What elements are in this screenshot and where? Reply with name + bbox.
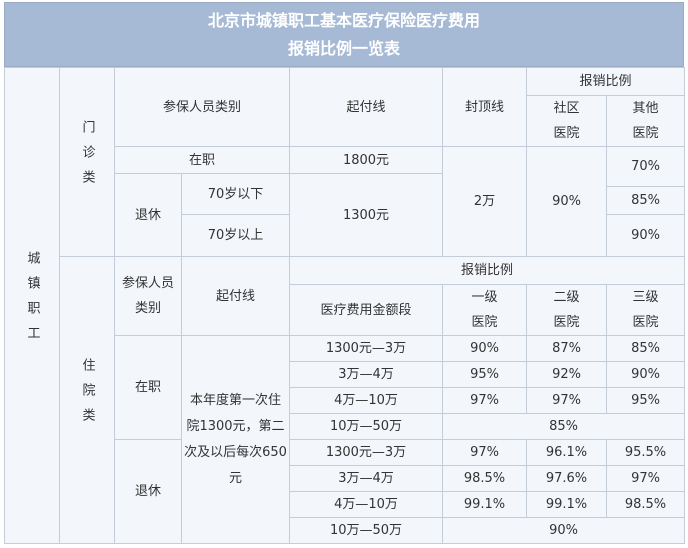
- value-cell: 95%: [442, 361, 528, 388]
- table-row: 4万—10万 97% 97% 95%: [5, 387, 686, 414]
- value-cell: 97%: [442, 387, 528, 414]
- title-line: 报销比例一览表: [287, 38, 400, 58]
- band-cell: 10万—50万: [289, 517, 444, 544]
- band-cell: 4万—10万: [289, 387, 444, 414]
- section-label: 门诊类: [79, 120, 95, 195]
- value-cell: 1300元: [289, 173, 444, 257]
- title-banner: 北京市城镇职工基本医疗保险医疗费用 报销比例一览表: [4, 2, 684, 67]
- table-row: 10万—50万 85%: [5, 413, 686, 440]
- band-cell: 3万—4万: [289, 361, 444, 388]
- section-cell: 门诊类: [59, 67, 115, 257]
- value-cell: 99.1%: [442, 491, 528, 518]
- table-row: 3万—4万 98.5% 97.6% 97%: [5, 465, 686, 492]
- header-cell: 一级医院: [442, 284, 528, 336]
- table-row: 退休 1300元—3万 97% 96.1% 95.5%: [5, 439, 686, 544]
- value-cell: 2万: [442, 146, 528, 257]
- value-cell: 85%: [606, 335, 686, 362]
- value-cell: 92%: [526, 361, 608, 388]
- value-cell: 97%: [606, 465, 686, 492]
- band-cell: 1300元—3万: [289, 439, 444, 466]
- reimbursement-table: 城镇职工 门诊类 参保人员类别 起付线 封顶线 报销比例 社区医院 其他医院 在…: [4, 67, 686, 544]
- table-row: 3万—4万 95% 92% 90%: [5, 361, 686, 388]
- section-label: 住院类: [79, 358, 95, 433]
- value-cell: 99.1%: [526, 491, 608, 518]
- value-cell: 87%: [526, 335, 608, 362]
- header-text: 参保人员类别: [121, 276, 174, 316]
- header-text: 三级医院: [632, 290, 659, 330]
- page: 北京市城镇职工基本医疗保险医疗费用 报销比例一览表 城镇职工 门诊类 参保人员类…: [4, 2, 686, 544]
- header-cell: 医疗费用金额段: [289, 284, 444, 336]
- value-cell: 90%: [606, 361, 686, 388]
- value-cell: 90%: [606, 214, 686, 257]
- header-cell: 社区医院: [526, 95, 608, 147]
- header-cell: 三级医院: [606, 284, 686, 336]
- header-text: 其他医院: [632, 101, 659, 141]
- category-cell: 在职: [114, 335, 182, 440]
- header-text: 社区医院: [553, 101, 580, 141]
- band-cell: 4万—10万: [289, 491, 444, 518]
- section-cell: 住院类: [59, 256, 115, 544]
- header-text: 一级医院: [471, 290, 498, 330]
- header-cell: 其他医院: [606, 95, 686, 147]
- subcategory-cell: 70岁以下: [180, 173, 291, 215]
- value-cell: 97.6%: [526, 465, 608, 492]
- subcategory-cell: 70岁以上: [180, 214, 291, 257]
- header-text: 二级医院: [553, 290, 580, 330]
- value-cell: 90%: [526, 146, 608, 257]
- header-cell: 封顶线: [442, 67, 528, 147]
- group-cell: 城镇职工: [4, 67, 60, 544]
- value-cell: 95%: [606, 387, 686, 414]
- value-cell: 1800元: [289, 146, 444, 174]
- deductible-cell: 本年度第一次住院1300元，第二次及以后每次650元: [180, 335, 291, 544]
- header-cell: 报销比例: [289, 256, 686, 285]
- table-row: 在职 本年度第一次住院1300元，第二次及以后每次650元 1300元—3万 90% 8…: [5, 335, 686, 544]
- band-cell: 10万—50万: [289, 413, 444, 440]
- group-label: 城镇职工: [24, 251, 40, 351]
- header-cell: 起付线: [289, 67, 444, 147]
- header-cell: 报销比例: [526, 67, 686, 96]
- value-cell: 90%: [442, 335, 528, 362]
- value-cell: 90%: [442, 517, 686, 544]
- value-cell: 85%: [606, 186, 686, 215]
- header-cell: 二级医院: [526, 284, 608, 336]
- value-cell: 85%: [442, 413, 686, 440]
- value-cell: 97%: [442, 439, 528, 466]
- value-cell: 95.5%: [606, 439, 686, 466]
- table-row: 4万—10万 99.1% 99.1% 98.5%: [5, 491, 686, 518]
- table-row: 10万—50万 90%: [5, 517, 686, 544]
- title-line: 北京市城镇职工基本医疗保险医疗费用: [207, 10, 480, 30]
- value-cell: 98.5%: [442, 465, 528, 492]
- value-cell: 97%: [526, 387, 608, 414]
- category-cell: 退休: [114, 439, 182, 544]
- value-cell: 70%: [606, 146, 686, 187]
- category-cell: 在职: [113, 146, 291, 174]
- band-cell: 1300元—3万: [289, 335, 444, 362]
- value-cell: 96.1%: [526, 439, 608, 466]
- value-cell: 98.5%: [606, 491, 686, 518]
- header-cell: 参保人员类别: [114, 256, 182, 336]
- header-cell: 起付线: [180, 256, 291, 336]
- category-cell: 退休: [114, 173, 182, 257]
- header-cell: 参保人员类别: [113, 67, 291, 147]
- band-cell: 3万—4万: [289, 465, 444, 492]
